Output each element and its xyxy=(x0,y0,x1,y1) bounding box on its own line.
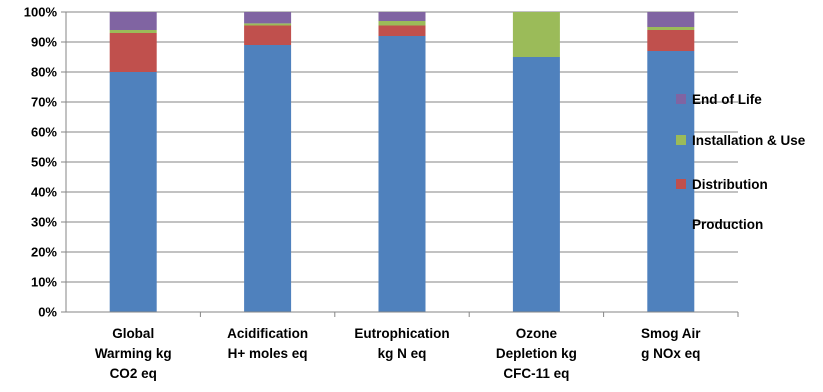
x-category-label: H+ moles eq xyxy=(228,346,308,361)
y-tick-label: 100% xyxy=(24,5,58,20)
bar-segment-distribution xyxy=(647,30,695,51)
y-tick-label: 0% xyxy=(38,305,57,320)
bar-segment-distribution xyxy=(109,33,157,72)
legend-swatch xyxy=(676,179,686,189)
x-category-label: Warming kg xyxy=(95,346,172,361)
legend-label: End of Life xyxy=(692,92,762,107)
y-tick-label: 70% xyxy=(31,95,57,110)
bar-segment-end-of-life xyxy=(109,12,157,30)
x-axis-category-labels: Global Warming kg CO2 eq Acidification H+ mo… xyxy=(95,326,701,381)
legend-label: Production xyxy=(692,217,763,232)
x-category-label: CFC-11 eq xyxy=(503,366,569,381)
y-tick-label: 20% xyxy=(31,245,57,260)
bar-segment-distribution xyxy=(244,25,292,45)
bar-segment-distribution xyxy=(378,25,426,36)
x-category-label: g NOx eq xyxy=(641,346,700,361)
y-tick-label: 30% xyxy=(31,215,57,230)
bar-segment-installation-use xyxy=(244,23,292,26)
axes xyxy=(65,12,738,313)
x-category-label: Depletion kg xyxy=(496,346,577,361)
bar-segment-production xyxy=(378,36,426,312)
y-tick-label: 40% xyxy=(31,185,57,200)
y-axis-tick-labels: 0% 10% 20% 30% 40% 50% 60% 70% 80% 90% 100% xyxy=(24,5,58,320)
legend-swatch xyxy=(676,219,686,229)
y-tick-label: 90% xyxy=(31,35,57,50)
bars xyxy=(109,12,695,312)
bar-segment-production xyxy=(647,51,695,312)
legend-swatch xyxy=(676,135,686,145)
y-tick-label: 80% xyxy=(31,65,57,80)
x-category-label: Global xyxy=(112,326,154,341)
bar-segment-installation-use xyxy=(647,27,695,30)
bar-segment-production xyxy=(109,72,157,312)
bar-segment-installation-use xyxy=(109,30,157,33)
x-category-label: Acidification xyxy=(227,326,308,341)
bar-segment-production xyxy=(244,45,292,312)
x-category-label: Eutrophication xyxy=(354,326,449,341)
bar-segment-installation-use xyxy=(378,21,426,26)
bar-segment-end-of-life xyxy=(647,12,695,27)
x-category-label: kg N eq xyxy=(378,346,427,361)
bar-segment-installation-use xyxy=(512,12,560,57)
legend: End of Life Installation & Use Distributio… xyxy=(676,92,806,232)
y-tick-label: 10% xyxy=(31,275,57,290)
x-category-label: CO2 eq xyxy=(110,366,157,381)
legend-swatch xyxy=(676,94,686,104)
x-category-label: Smog Air xyxy=(641,326,701,341)
legend-label: Distribution xyxy=(692,177,768,192)
y-tick-label: 60% xyxy=(31,125,57,140)
y-tick-label: 50% xyxy=(31,155,57,170)
bar-segment-production xyxy=(512,57,560,312)
bar-segment-end-of-life xyxy=(244,12,292,24)
x-category-label: Ozone xyxy=(516,326,558,341)
legend-label: Installation & Use xyxy=(692,133,806,148)
bar-segment-end-of-life xyxy=(378,12,426,21)
